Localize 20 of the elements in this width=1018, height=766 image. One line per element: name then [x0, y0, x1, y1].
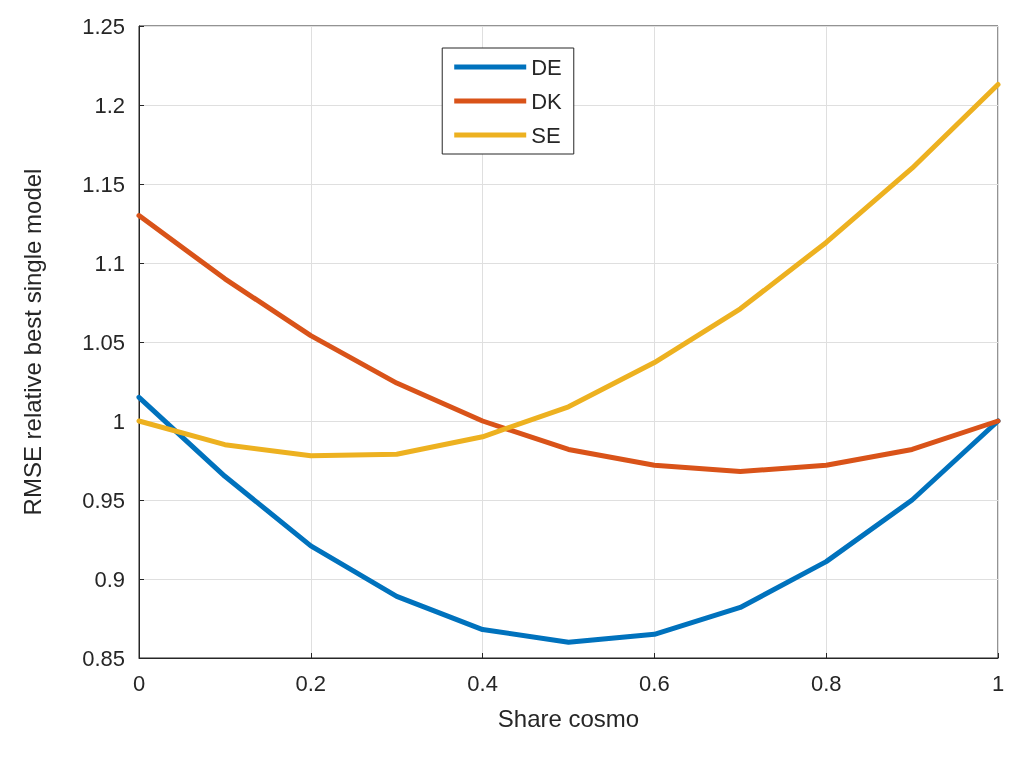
y-tick-label: 1.25 — [82, 13, 125, 39]
y-tick-label: 1.1 — [94, 250, 125, 276]
y-tick-label: 0.85 — [82, 645, 125, 671]
y-tick-label: 1.2 — [94, 92, 125, 118]
legend-label: DE — [531, 54, 562, 80]
x-axis-title: Share cosmo — [497, 704, 640, 732]
x-tick-label: 0 — [132, 670, 146, 696]
y-tick-label: 1 — [112, 408, 125, 434]
x-tick-label: 0.6 — [639, 670, 670, 696]
y-tick-label: 0.95 — [82, 487, 125, 513]
x-tick-label: 0.4 — [467, 670, 498, 696]
y-tick-label: 0.9 — [94, 566, 125, 592]
x-tick-label: 0.8 — [810, 670, 842, 696]
y-tick-label: 1.15 — [82, 171, 125, 197]
y-tick-label: 1.05 — [82, 329, 125, 355]
legend-label: DK — [531, 88, 563, 114]
legend-label: SE — [531, 122, 561, 148]
y-axis-title: RMSE relative best single model — [18, 168, 46, 516]
x-tick-label: 1 — [991, 670, 1005, 696]
x-tick-label: 0.2 — [295, 670, 327, 696]
